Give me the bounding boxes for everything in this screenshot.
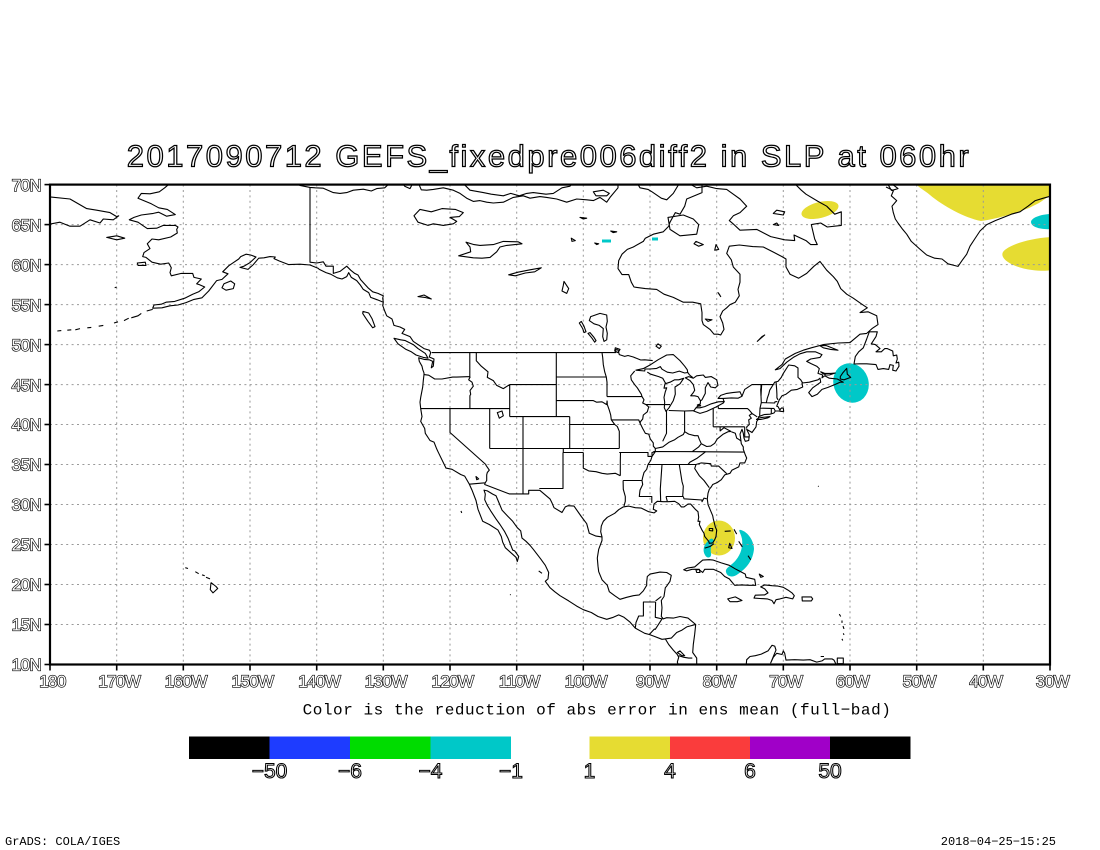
svg-text:30W: 30W bbox=[1036, 672, 1070, 691]
svg-text:−1: −1 bbox=[499, 760, 523, 783]
svg-text:2017090712 GEFS_fixedpre006dif: 2017090712 GEFS_fixedpre006diff2 in SLP … bbox=[127, 139, 971, 174]
svg-text:100W: 100W bbox=[565, 672, 608, 691]
svg-text:−6: −6 bbox=[338, 760, 362, 783]
svg-text:−50: −50 bbox=[252, 760, 288, 783]
svg-text:35N: 35N bbox=[12, 456, 41, 475]
svg-text:10N: 10N bbox=[12, 656, 41, 675]
svg-text:180: 180 bbox=[39, 672, 66, 691]
svg-text:30N: 30N bbox=[12, 496, 41, 515]
svg-text:65N: 65N bbox=[12, 216, 41, 235]
svg-text:45N: 45N bbox=[12, 376, 41, 395]
svg-text:160W: 160W bbox=[165, 672, 208, 691]
svg-text:80W: 80W bbox=[703, 672, 737, 691]
svg-text:6: 6 bbox=[744, 760, 756, 783]
svg-text:130W: 130W bbox=[365, 672, 408, 691]
svg-text:60W: 60W bbox=[836, 672, 870, 691]
svg-text:90W: 90W bbox=[636, 672, 670, 691]
svg-text:4: 4 bbox=[664, 760, 676, 783]
svg-text:50W: 50W bbox=[903, 672, 937, 691]
svg-text:20N: 20N bbox=[12, 576, 41, 595]
svg-text:110W: 110W bbox=[499, 672, 540, 691]
svg-text:70W: 70W bbox=[769, 672, 803, 691]
svg-text:−4: −4 bbox=[419, 760, 443, 783]
svg-text:140W: 140W bbox=[298, 672, 341, 691]
svg-text:1: 1 bbox=[584, 760, 596, 783]
svg-text:50N: 50N bbox=[12, 336, 41, 355]
svg-text:40N: 40N bbox=[12, 416, 41, 435]
svg-text:GrADS: COLA/IGES: GrADS: COLA/IGES bbox=[5, 835, 120, 849]
svg-text:170W: 170W bbox=[98, 672, 141, 691]
svg-text:15N: 15N bbox=[12, 616, 41, 635]
svg-text:150W: 150W bbox=[231, 672, 274, 691]
svg-text:70N: 70N bbox=[12, 176, 41, 195]
svg-text:60N: 60N bbox=[12, 256, 41, 275]
svg-text:120W: 120W bbox=[431, 672, 474, 691]
svg-text:2018−04−25−15:25: 2018−04−25−15:25 bbox=[941, 835, 1056, 849]
svg-text:Color is the reduction of abs: Color is the reduction of abs error in e… bbox=[303, 702, 892, 720]
svg-text:55N: 55N bbox=[12, 296, 41, 315]
svg-text:25N: 25N bbox=[12, 536, 41, 555]
svg-text:50: 50 bbox=[818, 760, 841, 783]
svg-text:40W: 40W bbox=[969, 672, 1003, 691]
